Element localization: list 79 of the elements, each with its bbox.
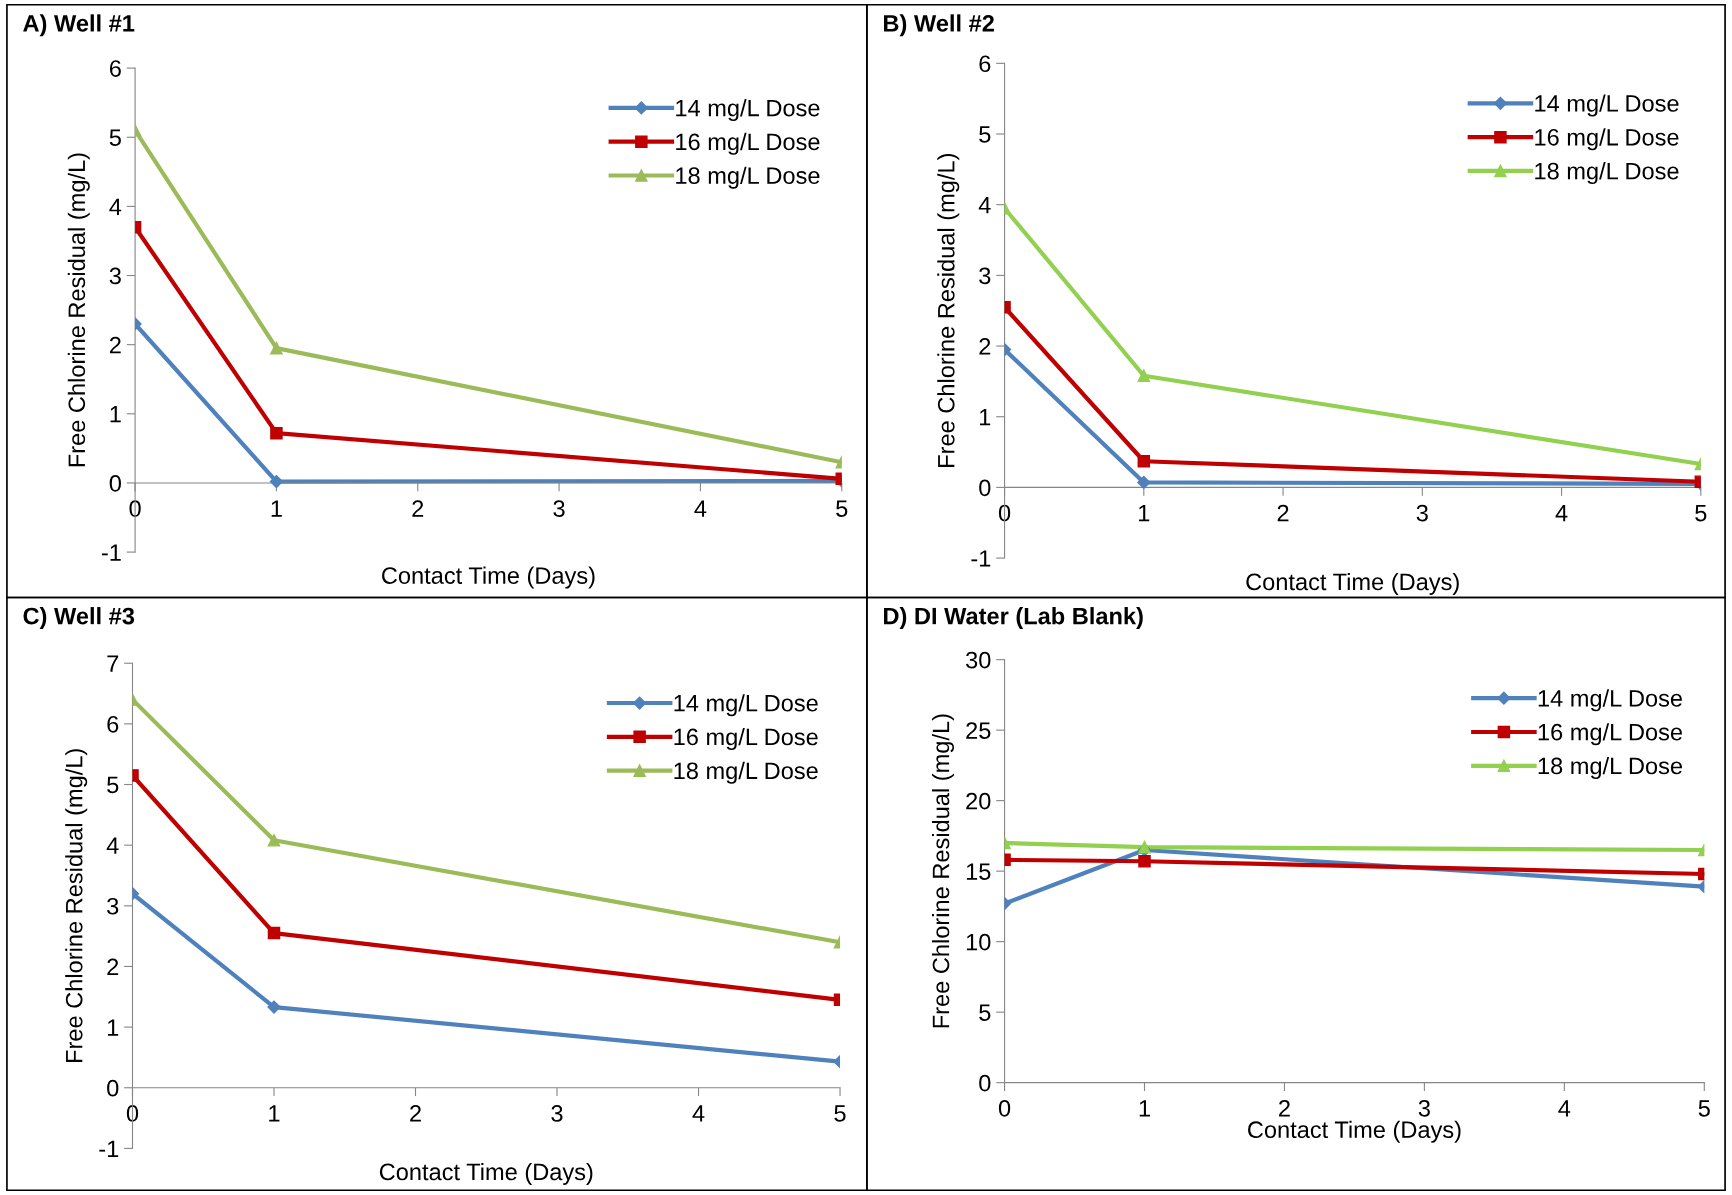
x-axis-title: Contact Time (Days) <box>1246 572 1459 595</box>
x-tick-label: 4 <box>1555 504 1568 522</box>
y-tick-label: 1 <box>107 1019 119 1036</box>
y-tick-label: 5 <box>107 776 119 794</box>
y-tick-label: 0 <box>107 1079 119 1097</box>
x-tick-label: 3 <box>1418 1099 1430 1117</box>
x-tick-label: 3 <box>1416 504 1428 522</box>
y-tick-label: 0 <box>979 1074 991 1092</box>
y-tick-label: 6 <box>979 55 991 73</box>
x-tick-label: 1 <box>269 1105 280 1122</box>
chart-title: C) Well #3 <box>23 607 135 630</box>
x-tick-label: 2 <box>412 500 424 517</box>
y-axis-title: Free Chlorine Residual (mg/L) <box>931 714 954 1028</box>
y-tick-label: 2 <box>109 336 121 354</box>
y-tick-label: 1 <box>980 409 991 426</box>
y-tick-label: 0 <box>979 479 991 497</box>
x-tick-label: 1 <box>271 500 282 517</box>
y-tick-label: 3 <box>109 267 121 285</box>
y-tick-label: 2 <box>979 338 991 355</box>
x-tick-label: 4 <box>694 500 707 517</box>
legend-label: 16 mg/L Dose <box>676 132 820 155</box>
y-tick-label: 4 <box>978 197 991 214</box>
y-tick-label: 30 <box>966 651 991 669</box>
y-tick-label: 6 <box>107 715 119 733</box>
y-tick-label: 5 <box>979 126 991 143</box>
x-axis-title: Contact Time (Days) <box>1248 1120 1461 1143</box>
x-tick-label: 5 <box>836 500 848 517</box>
y-axis-title: Free Chlorine Residual (mg/L) <box>65 749 88 1062</box>
y-tick-label: -1 <box>99 1140 119 1157</box>
y-tick-label: 4 <box>106 837 119 854</box>
legend-label: 18 mg/L Dose <box>674 761 818 784</box>
x-tick-label: 2 <box>1277 504 1289 522</box>
x-axis-title: Contact Time (Days) <box>379 1162 593 1185</box>
x-tick-label: 2 <box>410 1105 421 1122</box>
legend-label: 16 mg/L Dose <box>1535 128 1679 151</box>
y-tick-label: 20 <box>966 792 991 810</box>
chart-title: D) DI Water (Lab Blank) <box>884 607 1143 630</box>
y-tick-label: -1 <box>971 550 991 567</box>
x-tick-label: 5 <box>834 1105 846 1122</box>
y-tick-label: -1 <box>101 544 121 561</box>
x-tick-label: 0 <box>998 1099 1011 1117</box>
chart-title: B) Well #2 <box>884 14 994 37</box>
x-tick-label: 4 <box>692 1105 705 1122</box>
legend-label: 14 mg/L Dose <box>674 694 818 717</box>
y-tick-label: 0 <box>109 475 121 492</box>
legend-label: 16 mg/L Dose <box>1538 723 1682 746</box>
legend-label: 14 mg/L Dose <box>1538 689 1682 712</box>
y-tick-label: 15 <box>966 863 991 880</box>
legend-label: 16 mg/L Dose <box>674 727 818 750</box>
y-tick-label: 10 <box>966 933 991 951</box>
x-tick-label: 0 <box>998 504 1011 522</box>
y-tick-label: 7 <box>107 655 119 672</box>
x-tick-label: 2 <box>1279 1099 1290 1117</box>
y-tick-label: 3 <box>107 897 119 915</box>
chart-title: A) Well #1 <box>23 14 135 37</box>
x-tick-label: 0 <box>129 500 141 517</box>
y-tick-label: 25 <box>966 722 991 739</box>
y-tick-label: 4 <box>109 198 122 215</box>
y-tick-label: 1 <box>110 406 121 423</box>
x-tick-label: 1 <box>1139 1100 1150 1117</box>
legend-label: 14 mg/L Dose <box>676 99 820 122</box>
x-tick-label: 5 <box>1698 1100 1710 1117</box>
y-axis-title: Free Chlorine Residual (mg/L) <box>67 153 90 467</box>
x-tick-label: 4 <box>1558 1100 1571 1117</box>
x-axis-title: Contact Time (Days) <box>382 566 595 589</box>
x-tick-label: 5 <box>1695 504 1707 522</box>
y-tick-label: 2 <box>107 958 119 976</box>
y-tick-label: 3 <box>979 267 991 285</box>
y-axis-title: Free Chlorine Residual (mg/L) <box>937 154 960 467</box>
x-tick-label: 3 <box>553 500 565 517</box>
y-tick-label: 5 <box>979 1004 991 1021</box>
legend-label: 14 mg/L Dose <box>1535 94 1679 117</box>
y-tick-label: 5 <box>109 129 121 147</box>
legend-label: 18 mg/L Dose <box>676 166 820 189</box>
x-tick-label: 1 <box>1139 504 1150 522</box>
x-tick-label: 3 <box>551 1105 563 1122</box>
legend-label: 18 mg/L Dose <box>1538 756 1682 779</box>
y-tick-label: 6 <box>109 60 121 77</box>
legend-label: 18 mg/L Dose <box>1535 162 1679 185</box>
